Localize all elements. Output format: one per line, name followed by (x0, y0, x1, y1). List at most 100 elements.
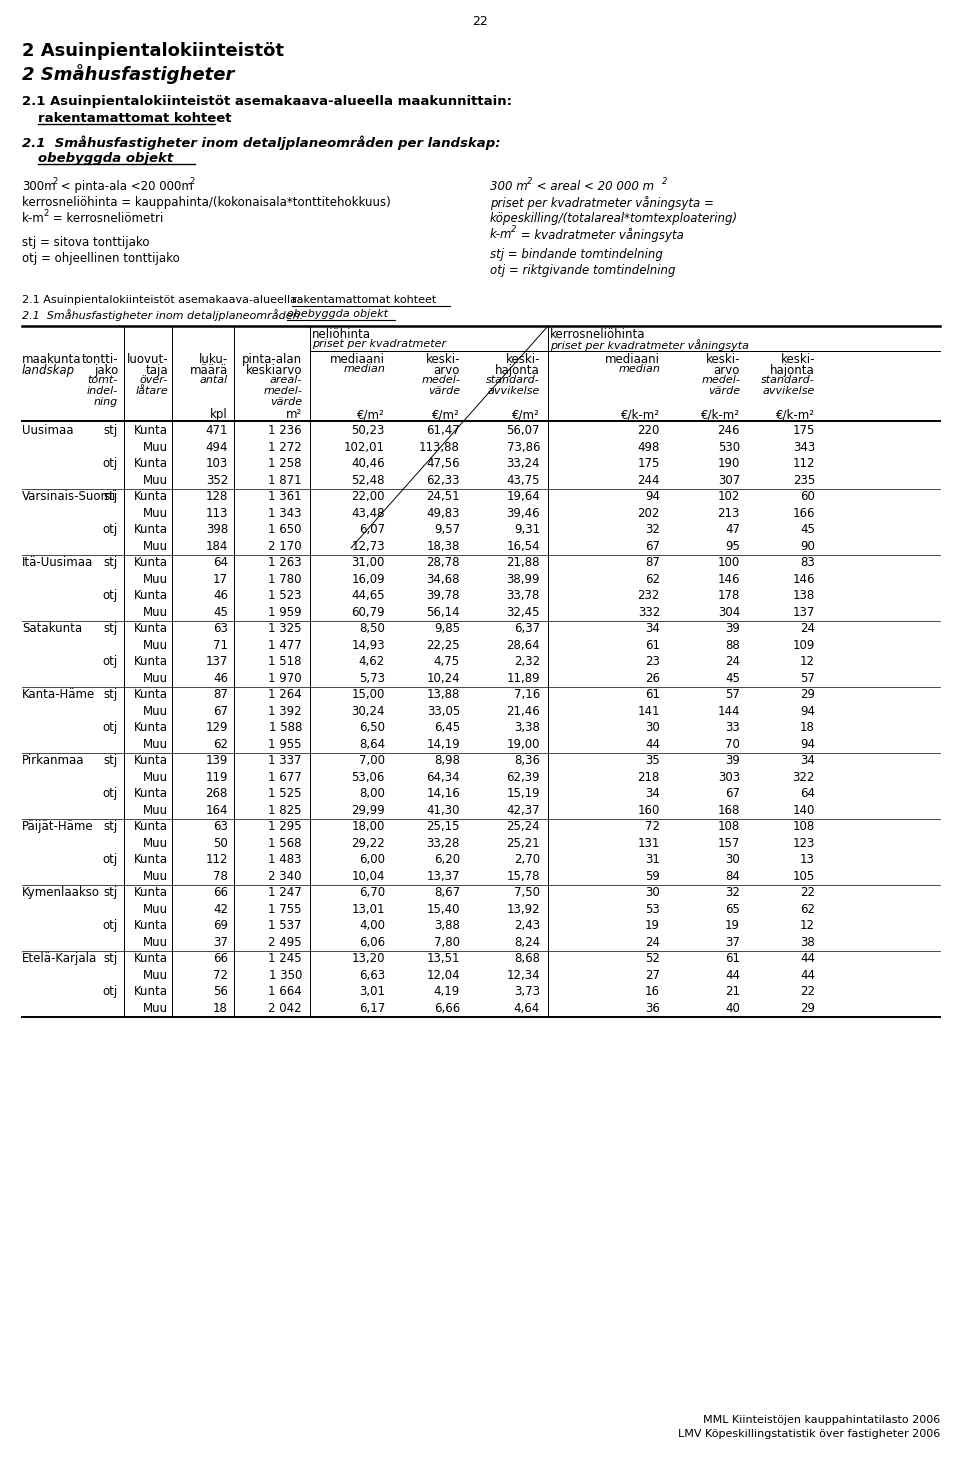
Text: 17: 17 (213, 573, 228, 586)
Text: kerrosneliöhinta: kerrosneliöhinta (550, 328, 645, 341)
Text: 2 340: 2 340 (269, 870, 302, 883)
Text: 37: 37 (213, 936, 228, 949)
Text: 2 495: 2 495 (269, 936, 302, 949)
Text: Kunta: Kunta (134, 952, 168, 965)
Text: otj: otj (103, 787, 118, 801)
Text: 6,00: 6,00 (359, 853, 385, 867)
Text: 32,45: 32,45 (507, 605, 540, 618)
Text: luovut-: luovut- (127, 353, 168, 366)
Text: 64: 64 (213, 555, 228, 569)
Text: määrä: määrä (190, 364, 228, 378)
Text: 1 970: 1 970 (269, 671, 302, 685)
Text: 300m: 300m (22, 181, 56, 192)
Text: €/k-m²: €/k-m² (621, 408, 660, 422)
Text: 13,20: 13,20 (351, 952, 385, 965)
Text: 2 Småhusfastigheter: 2 Småhusfastigheter (22, 65, 234, 84)
Text: keski-: keski- (506, 353, 540, 366)
Text: 32: 32 (725, 886, 740, 899)
Text: 1 755: 1 755 (269, 902, 302, 915)
Text: 67: 67 (645, 539, 660, 552)
Text: 33,05: 33,05 (427, 705, 460, 717)
Text: Kunta: Kunta (134, 721, 168, 734)
Text: 1 477: 1 477 (268, 639, 302, 651)
Text: 22: 22 (472, 15, 488, 28)
Text: 13: 13 (800, 853, 815, 867)
Text: 47,56: 47,56 (426, 457, 460, 470)
Text: otj: otj (103, 523, 118, 536)
Text: Muu: Muu (143, 771, 168, 783)
Text: indel-: indel- (86, 386, 118, 397)
Text: otj: otj (103, 457, 118, 470)
Text: Kunta: Kunta (134, 853, 168, 867)
Text: 6,50: 6,50 (359, 721, 385, 734)
Text: 34: 34 (645, 621, 660, 635)
Text: Muu: Muu (143, 968, 168, 981)
Text: 3,01: 3,01 (359, 986, 385, 997)
Text: 268: 268 (205, 787, 228, 801)
Text: 139: 139 (205, 754, 228, 767)
Text: 31,00: 31,00 (351, 555, 385, 569)
Text: otj: otj (103, 853, 118, 867)
Text: 23: 23 (645, 655, 660, 668)
Text: MML Kiinteistöjen kauppahintatilasto 2006: MML Kiinteistöjen kauppahintatilasto 200… (703, 1415, 940, 1425)
Text: köpeskilling/(totalareal*tomtexploatering): köpeskilling/(totalareal*tomtexploaterin… (490, 212, 738, 225)
Text: Kunta: Kunta (134, 687, 168, 701)
Text: 220: 220 (637, 425, 660, 436)
Text: 137: 137 (793, 605, 815, 618)
Text: 29,22: 29,22 (351, 836, 385, 849)
Text: Pirkanmaa: Pirkanmaa (22, 754, 84, 767)
Text: Muu: Muu (143, 870, 168, 883)
Text: areal-: areal- (270, 375, 302, 385)
Text: 64: 64 (800, 787, 815, 801)
Text: 2: 2 (52, 176, 58, 187)
Text: otj: otj (103, 920, 118, 931)
Text: stj: stj (104, 952, 118, 965)
Text: standard-: standard- (761, 375, 815, 385)
Text: 43,75: 43,75 (507, 473, 540, 486)
Text: 103: 103 (205, 457, 228, 470)
Text: 119: 119 (205, 771, 228, 783)
Text: Itä-Uusimaa: Itä-Uusimaa (22, 555, 93, 569)
Text: 3,88: 3,88 (434, 920, 460, 931)
Text: 160: 160 (637, 804, 660, 817)
Text: 1 325: 1 325 (269, 621, 302, 635)
Text: avvikelse: avvikelse (488, 386, 540, 397)
Text: 13,88: 13,88 (426, 687, 460, 701)
Text: 146: 146 (793, 573, 815, 586)
Text: Kunta: Kunta (134, 621, 168, 635)
Text: 28,78: 28,78 (426, 555, 460, 569)
Text: 9,85: 9,85 (434, 621, 460, 635)
Text: 178: 178 (718, 589, 740, 602)
Text: keski-: keski- (706, 353, 740, 366)
Text: maakunta: maakunta (22, 353, 82, 366)
Text: hajonta: hajonta (770, 364, 815, 378)
Text: 94: 94 (800, 705, 815, 717)
Text: 30: 30 (645, 721, 660, 734)
Text: 33,24: 33,24 (507, 457, 540, 470)
Text: 42,37: 42,37 (506, 804, 540, 817)
Text: Muu: Muu (143, 473, 168, 486)
Text: 67: 67 (725, 787, 740, 801)
Text: 29: 29 (800, 1002, 815, 1015)
Text: 1 272: 1 272 (268, 441, 302, 454)
Text: arvo: arvo (434, 364, 460, 378)
Text: 19,64: 19,64 (506, 491, 540, 502)
Text: otj: otj (103, 986, 118, 997)
Text: 36: 36 (645, 1002, 660, 1015)
Text: 59: 59 (645, 870, 660, 883)
Text: Muu: Muu (143, 605, 168, 618)
Text: 6,07: 6,07 (359, 523, 385, 536)
Text: 12,73: 12,73 (351, 539, 385, 552)
Text: 530: 530 (718, 441, 740, 454)
Text: 352: 352 (205, 473, 228, 486)
Text: 8,98: 8,98 (434, 754, 460, 767)
Text: obebyggda objekt: obebyggda objekt (287, 308, 388, 319)
Text: = kerrosneliömetri: = kerrosneliömetri (49, 212, 163, 225)
Text: 16,09: 16,09 (351, 573, 385, 586)
Text: jako: jako (94, 364, 118, 378)
Text: 18,38: 18,38 (426, 539, 460, 552)
Text: 113,88: 113,88 (420, 441, 460, 454)
Text: 70: 70 (725, 737, 740, 751)
Text: 12,34: 12,34 (506, 968, 540, 981)
Text: 24: 24 (725, 655, 740, 668)
